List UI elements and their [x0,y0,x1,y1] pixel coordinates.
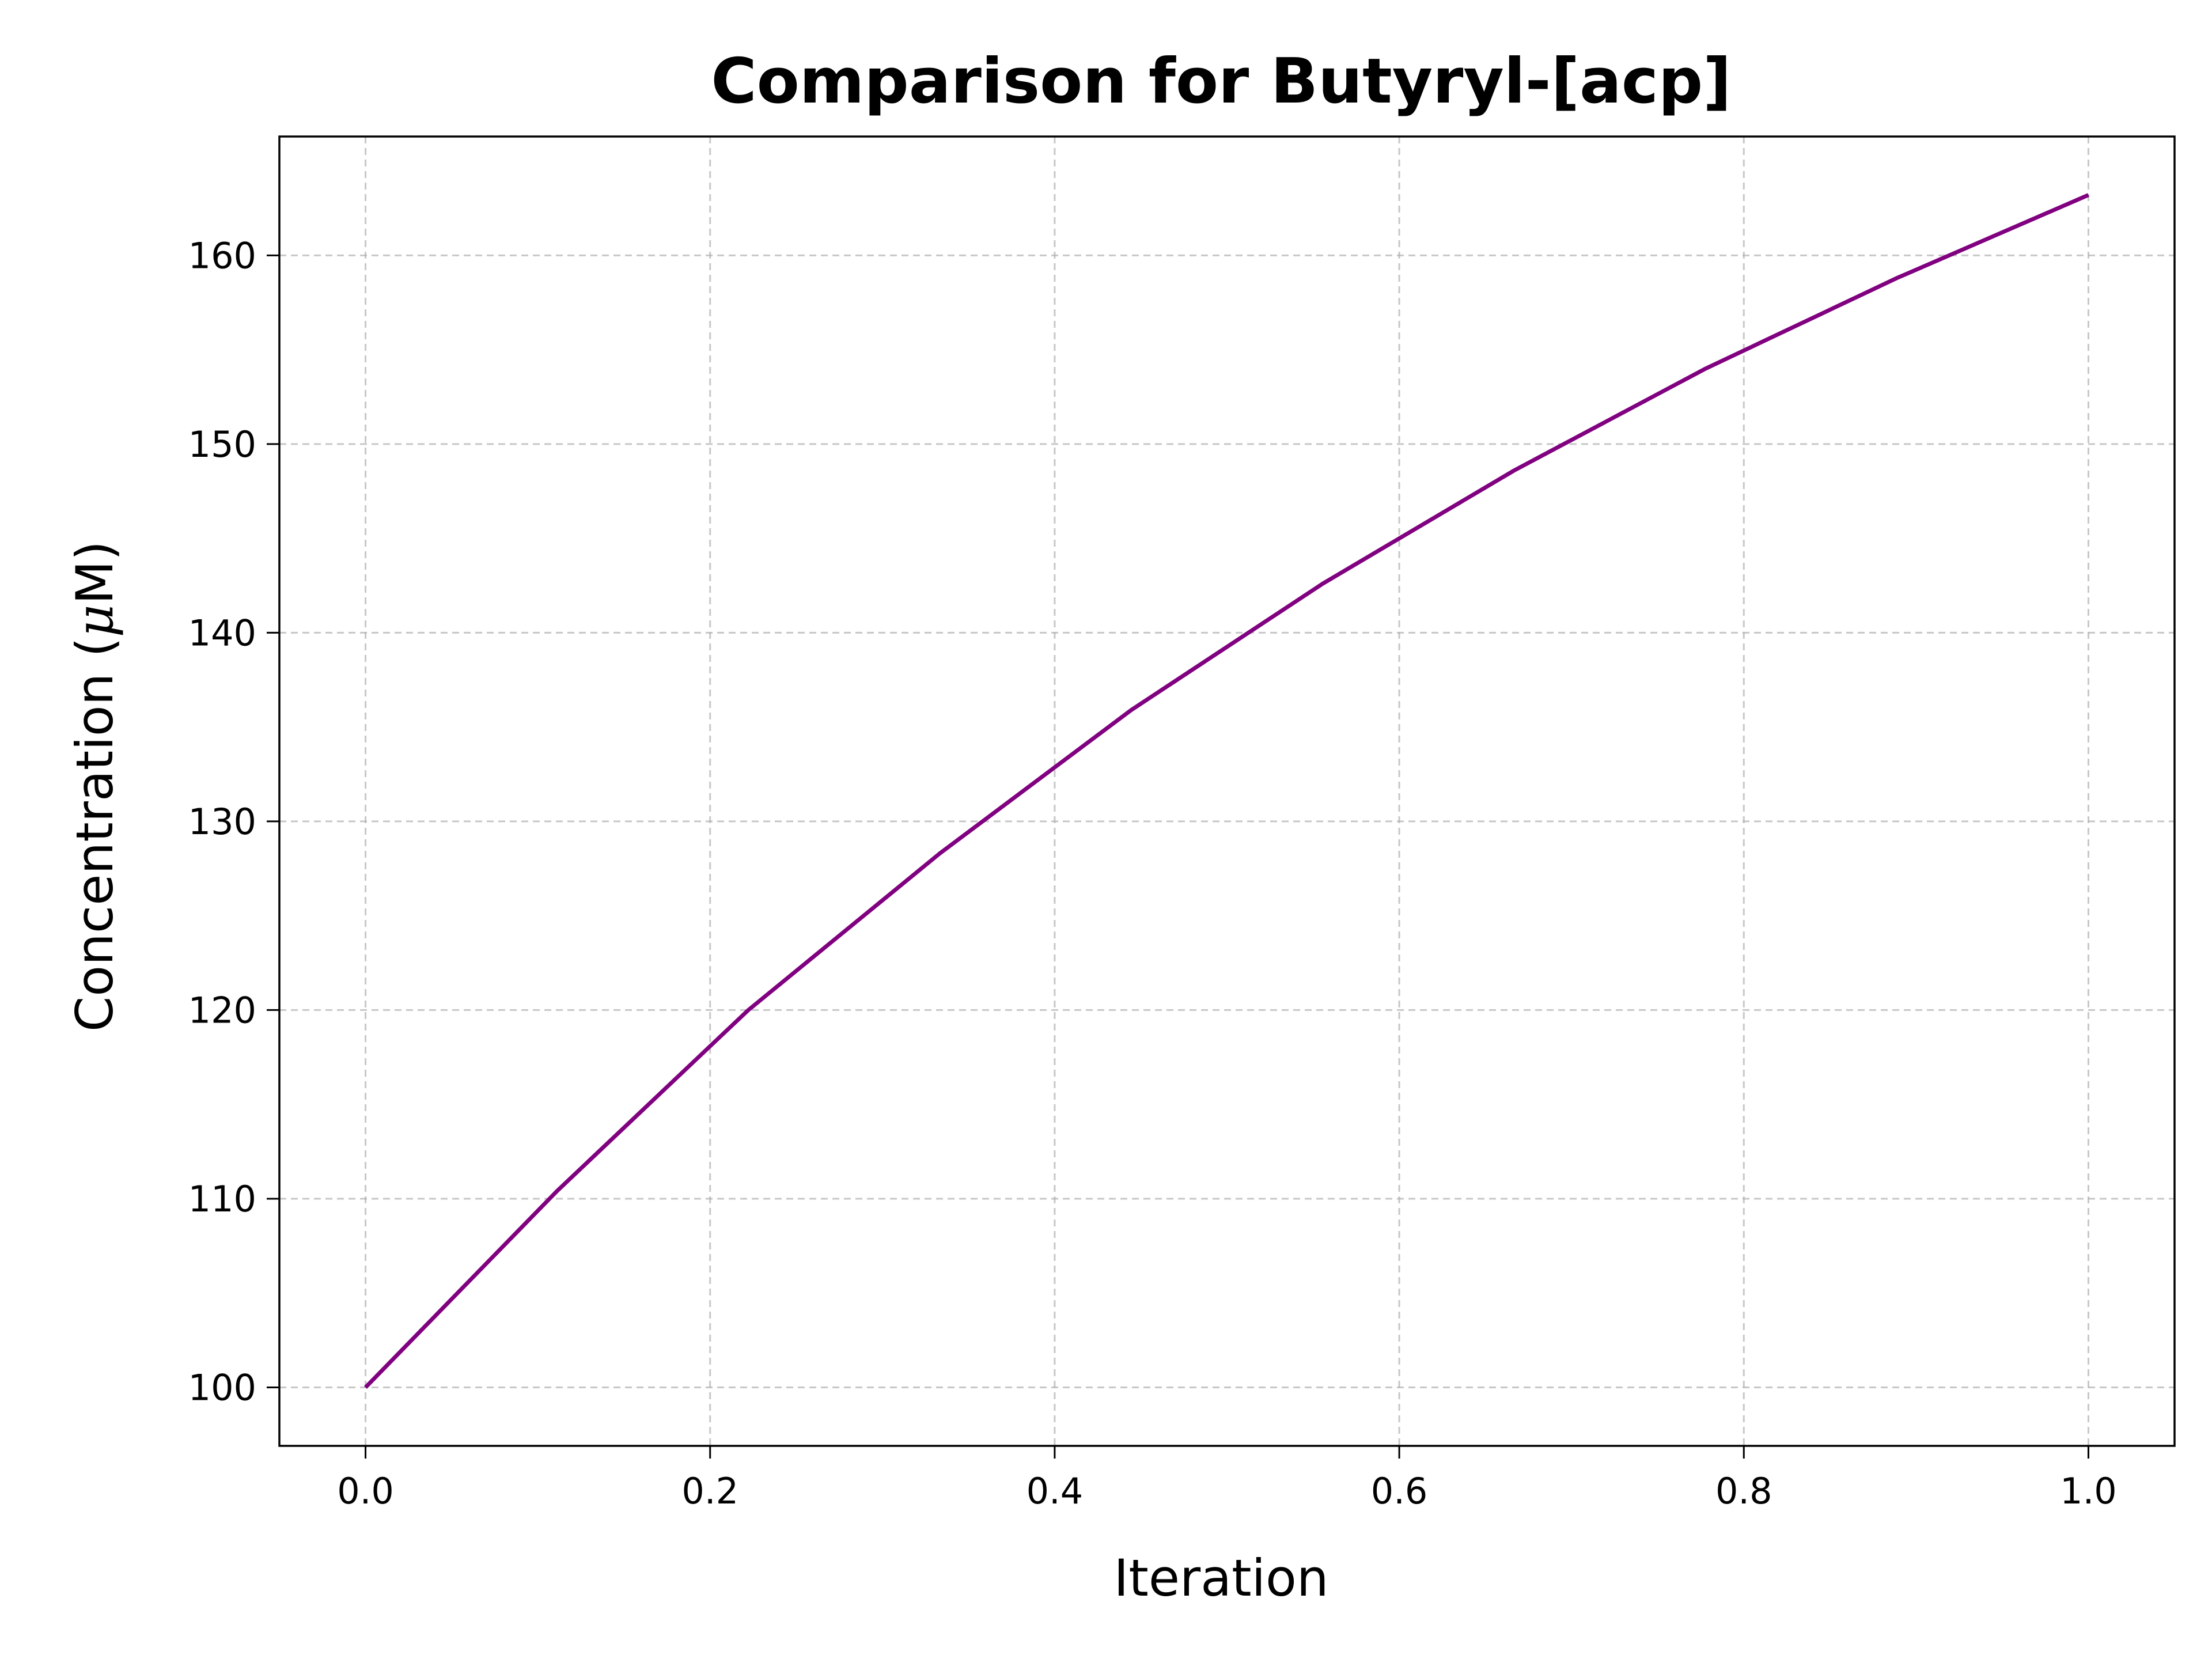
plot-frame [278,135,2176,1447]
y-tick-label: 130 [188,801,256,843]
axis-ticks: 0.0 0.2 0.4 0.6 0.8 1.0 100 110 120 130 140 150 160 [188,234,2117,1512]
chart-title: Comparison for Butyryl-[acp] [711,46,1731,118]
y-axis-label-suffix: M) [65,541,124,604]
y-axis-label: Concentration (μM) [65,541,124,1032]
y-axis-label-mu: μ [65,604,124,637]
y-tick-label: 160 [188,234,256,276]
grid-lines [279,137,2175,1446]
series-line [363,193,2089,1389]
x-tick-label: 0.6 [1371,1470,1428,1512]
x-tick-label: 0.0 [337,1470,394,1512]
x-axis-label: Iteration [1113,1548,1328,1608]
y-tick-label: 150 [188,423,256,465]
x-tick-label: 0.4 [1027,1470,1084,1512]
y-tick-label: 100 [188,1366,256,1408]
y-tick-label: 120 [188,989,256,1031]
y-tick-label: 110 [188,1178,256,1220]
y-tick-label: 140 [188,612,256,654]
y-axis-label-prefix: Concentration ( [65,637,124,1032]
x-tick-label: 0.2 [681,1470,738,1512]
x-tick-label: 1.0 [2060,1470,2117,1512]
series-layer [363,193,2089,1389]
x-tick-label: 0.8 [1715,1470,1772,1512]
